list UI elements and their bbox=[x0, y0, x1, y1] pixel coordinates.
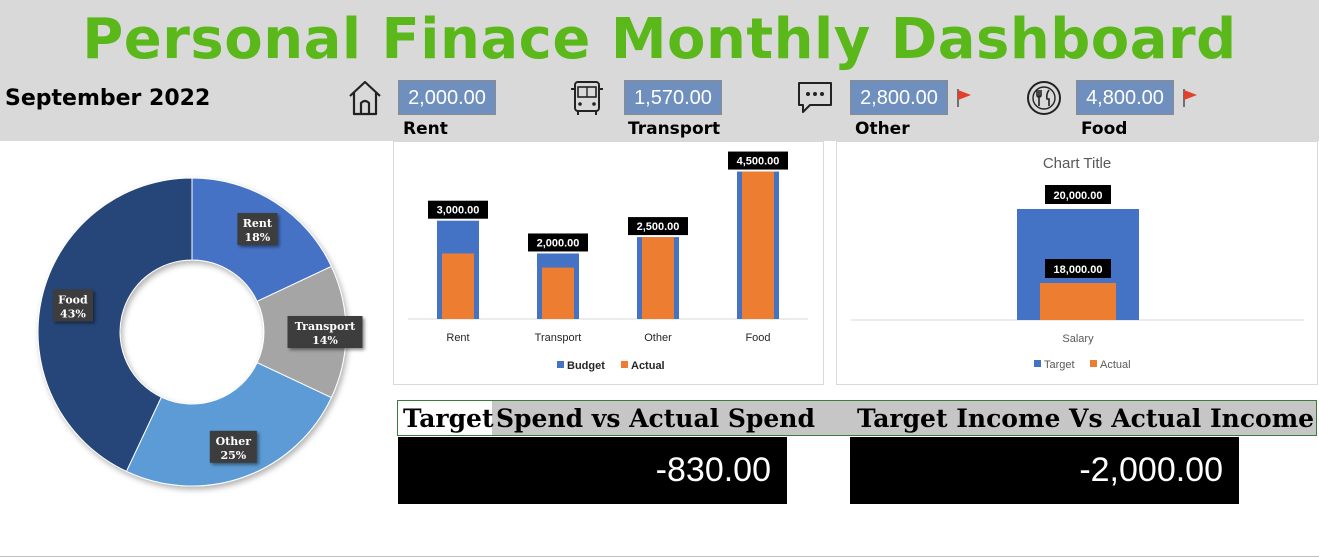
svg-text:Transport: Transport bbox=[295, 320, 356, 333]
plate-cutlery-icon bbox=[1027, 81, 1061, 115]
svg-text:2,000.00: 2,000.00 bbox=[537, 237, 580, 249]
svg-text:4,500.00: 4,500.00 bbox=[737, 156, 780, 168]
tick-label-food: Food bbox=[745, 332, 770, 344]
tick-label-salary: Salary bbox=[1062, 333, 1094, 345]
header-banner bbox=[0, 0, 1319, 141]
svg-text:Budget: Budget bbox=[567, 360, 605, 372]
chart-legend: Target Actual bbox=[1034, 359, 1131, 371]
rent-value-box: 2,000.00 bbox=[398, 80, 496, 115]
bar-actual-food bbox=[742, 171, 774, 319]
chart-legend: Budget Actual bbox=[557, 360, 665, 372]
transport-value-box: 1,570.00 bbox=[624, 80, 722, 115]
salary-target-vs-actual-chart: Chart Title 20,000.00 18,000.00 Salary Targe… bbox=[851, 155, 1304, 371]
donut-slice-other bbox=[125, 361, 333, 487]
spend-difference-value: -830.00 bbox=[398, 437, 787, 504]
svg-text:3,000.00: 3,000.00 bbox=[437, 205, 480, 217]
data-label-rent: 3,000.00 bbox=[428, 200, 488, 219]
budget-vs-actual-chart: 3,000.00 Rent 2,000.00 Transport 2,500.00 Oth… bbox=[408, 151, 808, 372]
chart-title: Chart Title bbox=[1043, 155, 1111, 172]
other-label: Other bbox=[855, 119, 910, 139]
data-label-target: 20,000.00 bbox=[1045, 185, 1111, 204]
month-label: September 2022 bbox=[5, 86, 211, 111]
food-label: Food bbox=[1081, 119, 1128, 139]
svg-text:2,500.00: 2,500.00 bbox=[637, 221, 680, 233]
income-difference-value: -2,000.00 bbox=[850, 437, 1239, 504]
tick-label-transport: Transport bbox=[535, 332, 582, 344]
svg-text:Rent: Rent bbox=[243, 217, 273, 230]
house-icon bbox=[349, 80, 381, 116]
bar-actual-salary bbox=[1040, 283, 1116, 320]
svg-text:Actual: Actual bbox=[631, 360, 665, 372]
bar-actual-transport bbox=[542, 267, 574, 319]
svg-text:Other: Other bbox=[216, 435, 252, 448]
svg-text:14%: 14% bbox=[312, 334, 338, 347]
flag-icon bbox=[1183, 89, 1197, 107]
food-value-box: 4,800.00 bbox=[1076, 80, 1174, 115]
income-header: Target Income Vs Actual Income bbox=[857, 404, 1315, 433]
summary-header-strip bbox=[397, 400, 1317, 436]
svg-text:Target: Target bbox=[1044, 359, 1075, 371]
flag-icon bbox=[957, 89, 971, 107]
data-label-actual: 18,000.00 bbox=[1045, 259, 1111, 278]
svg-text:18,000.00: 18,000.00 bbox=[1054, 264, 1103, 276]
svg-text:Food: Food bbox=[58, 293, 88, 306]
spend-header: Spend vs Actual Spend bbox=[496, 404, 815, 433]
bar-actual-other bbox=[642, 237, 674, 319]
data-label-transport: 2,000.00 bbox=[528, 233, 588, 252]
transport-label: Transport bbox=[628, 119, 721, 139]
summary-header-cell bbox=[398, 401, 492, 435]
rent-label: Rent bbox=[403, 119, 448, 139]
sheet-bottom-edge bbox=[0, 556, 1319, 557]
other-value-box: 2,800.00 bbox=[850, 80, 948, 115]
bus-icon bbox=[571, 81, 603, 115]
donut-slice-food bbox=[37, 177, 193, 473]
data-label-food: 4,500.00 bbox=[728, 151, 788, 170]
svg-text:20,000.00: 20,000.00 bbox=[1054, 190, 1103, 202]
tick-label-other: Other bbox=[644, 332, 672, 344]
speech-bubble-icon bbox=[798, 82, 832, 113]
svg-text:18%: 18% bbox=[244, 231, 270, 244]
tick-label-rent: Rent bbox=[446, 332, 469, 344]
bar-actual-rent bbox=[442, 253, 474, 319]
svg-text:43%: 43% bbox=[60, 307, 86, 320]
spend-header-target: Target bbox=[403, 404, 494, 433]
page-title: Personal Finace Monthly Dashboard bbox=[82, 7, 1237, 72]
data-label-other: 2,500.00 bbox=[628, 217, 688, 236]
svg-text:Actual: Actual bbox=[1100, 359, 1131, 371]
svg-text:25%: 25% bbox=[220, 449, 246, 462]
